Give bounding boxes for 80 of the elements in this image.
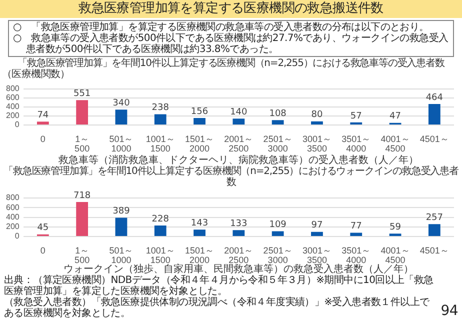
y-tick-label: 0: [14, 232, 20, 241]
x-tick-label: 4501～: [420, 134, 449, 144]
bar: [311, 232, 323, 236]
y-tick-label: 400: [6, 212, 20, 222]
data-label: 80: [311, 110, 323, 120]
data-label: 143: [190, 218, 208, 228]
text: （救急受入患者数）「救急医療提供体制の現況調べ（令和４年度実績）」※受入患者数１件以上である医療機関を対象とした。: [4, 297, 430, 319]
y-tick-label: 800: [6, 84, 20, 94]
y-tick-label: 200: [6, 222, 20, 232]
x-tick-label: 1001～1500: [146, 246, 175, 266]
x-tick-label: 2001～2500: [224, 246, 254, 266]
x-tick-label: 4501～: [420, 246, 449, 256]
data-label: 109: [269, 220, 287, 230]
bar: [272, 231, 284, 236]
x-tick-label: 2001～2500: [224, 134, 254, 154]
chart-subtitle: 「救急医療管理加算」を年間10件以上算定する医療機関（n=2,255）における救急車等の受入患者数: [16, 58, 446, 69]
x-tick-label: 0: [40, 246, 46, 256]
bar: [154, 226, 166, 236]
bar: [115, 218, 128, 236]
text: 94: [440, 303, 458, 319]
x-tick-label: 2501～3000: [263, 246, 292, 266]
bar: [350, 232, 362, 236]
text: ○ 「救急医療管理加算」を算定する医療機関の救急車等の受入患者数の分布は以下のとおり。: [13, 22, 429, 33]
x-tick-label: 1001～1500: [146, 134, 175, 154]
y-tick-label: 600: [6, 202, 20, 212]
x-axis-title: 救急車等（消防救急車、ドクターヘリ、病院救急車等）の受入患者数（人／年）: [58, 154, 419, 166]
data-label: 257: [426, 212, 444, 223]
y-axis-title: （医療機関数）: [1, 69, 71, 80]
bar: [154, 114, 166, 124]
x-tick-label: 4001～4500: [380, 134, 410, 154]
data-label: 97: [311, 220, 323, 231]
data-label: 340: [112, 98, 130, 108]
x-tick-label: 4001～4500: [380, 246, 410, 266]
x-tick-label: 0: [40, 134, 46, 144]
x-tick-label: 501～1000: [109, 246, 134, 266]
data-label: 133: [230, 218, 248, 229]
data-label: 389: [112, 206, 130, 217]
data-label: 140: [230, 108, 248, 118]
bar: [76, 100, 88, 124]
data-label: 238: [152, 103, 170, 114]
x-tick-label: 1～500: [74, 134, 90, 154]
x-tick-label: 3501～4000: [342, 134, 371, 154]
data-label: 108: [269, 108, 287, 119]
data-label: 45: [37, 223, 49, 234]
data-label: 47: [390, 112, 401, 122]
x-tick-label: 1～500: [74, 246, 90, 266]
x-tick-label: 3001～3500: [302, 134, 332, 154]
bar: [272, 120, 284, 124]
bar: [194, 118, 206, 124]
bar: [194, 230, 206, 236]
y-tick-label: 200: [6, 111, 20, 120]
x-tick-label: 501～1000: [109, 134, 134, 154]
bar: [428, 104, 440, 124]
bar: [115, 110, 128, 124]
data-label: 74: [37, 110, 49, 120]
bar: [428, 224, 440, 236]
x-axis-title: ウォークイン（独歩、自家用車、民間救急車等）の救急受入患者数（人／年）: [64, 262, 414, 275]
data-label: 59: [390, 222, 402, 233]
data-label: 551: [73, 88, 91, 99]
y-tick-label: 800: [6, 193, 20, 202]
data-label: 464: [426, 92, 444, 103]
data-label: 718: [73, 190, 91, 201]
bar: [36, 122, 49, 124]
y-tick-label: 600: [6, 93, 20, 102]
y-tick-label: 400: [6, 102, 20, 112]
y-tick-label: 0: [14, 120, 20, 130]
data-label: 228: [152, 214, 170, 224]
text: ○ 救急車等の受入患者数が500件以下である医療機関は約27.7%であり、ウォークインの救急受入患者数が500件以下である医療機関は約33.8%であった。: [13, 33, 449, 55]
chart-title: 救急医療管理加算を算定する医療機関の救急搬送件数: [0, 0, 462, 18]
chart-title: 「救急医療管理加算」を年間10件以上算定する医療機関（n=2,255）におけるウォークインの救急受入患者数: [2, 166, 460, 188]
bar: [311, 121, 323, 124]
bar: [76, 202, 88, 236]
bar: [232, 118, 245, 124]
x-tick-label: 2501～3000: [263, 134, 292, 154]
data-label: 77: [350, 222, 362, 232]
x-tick-label: 1501～2000: [185, 134, 214, 154]
bar: [232, 230, 245, 236]
data-label: 57: [350, 111, 362, 122]
data-label: 156: [190, 106, 208, 117]
source-note: 出典：（算定医療機関）NDBデータ（令和４年４月から令和５年３月）※期間中に10回以上「救急医療管理加算」を算定した医療機関を対象とした。: [4, 275, 434, 297]
